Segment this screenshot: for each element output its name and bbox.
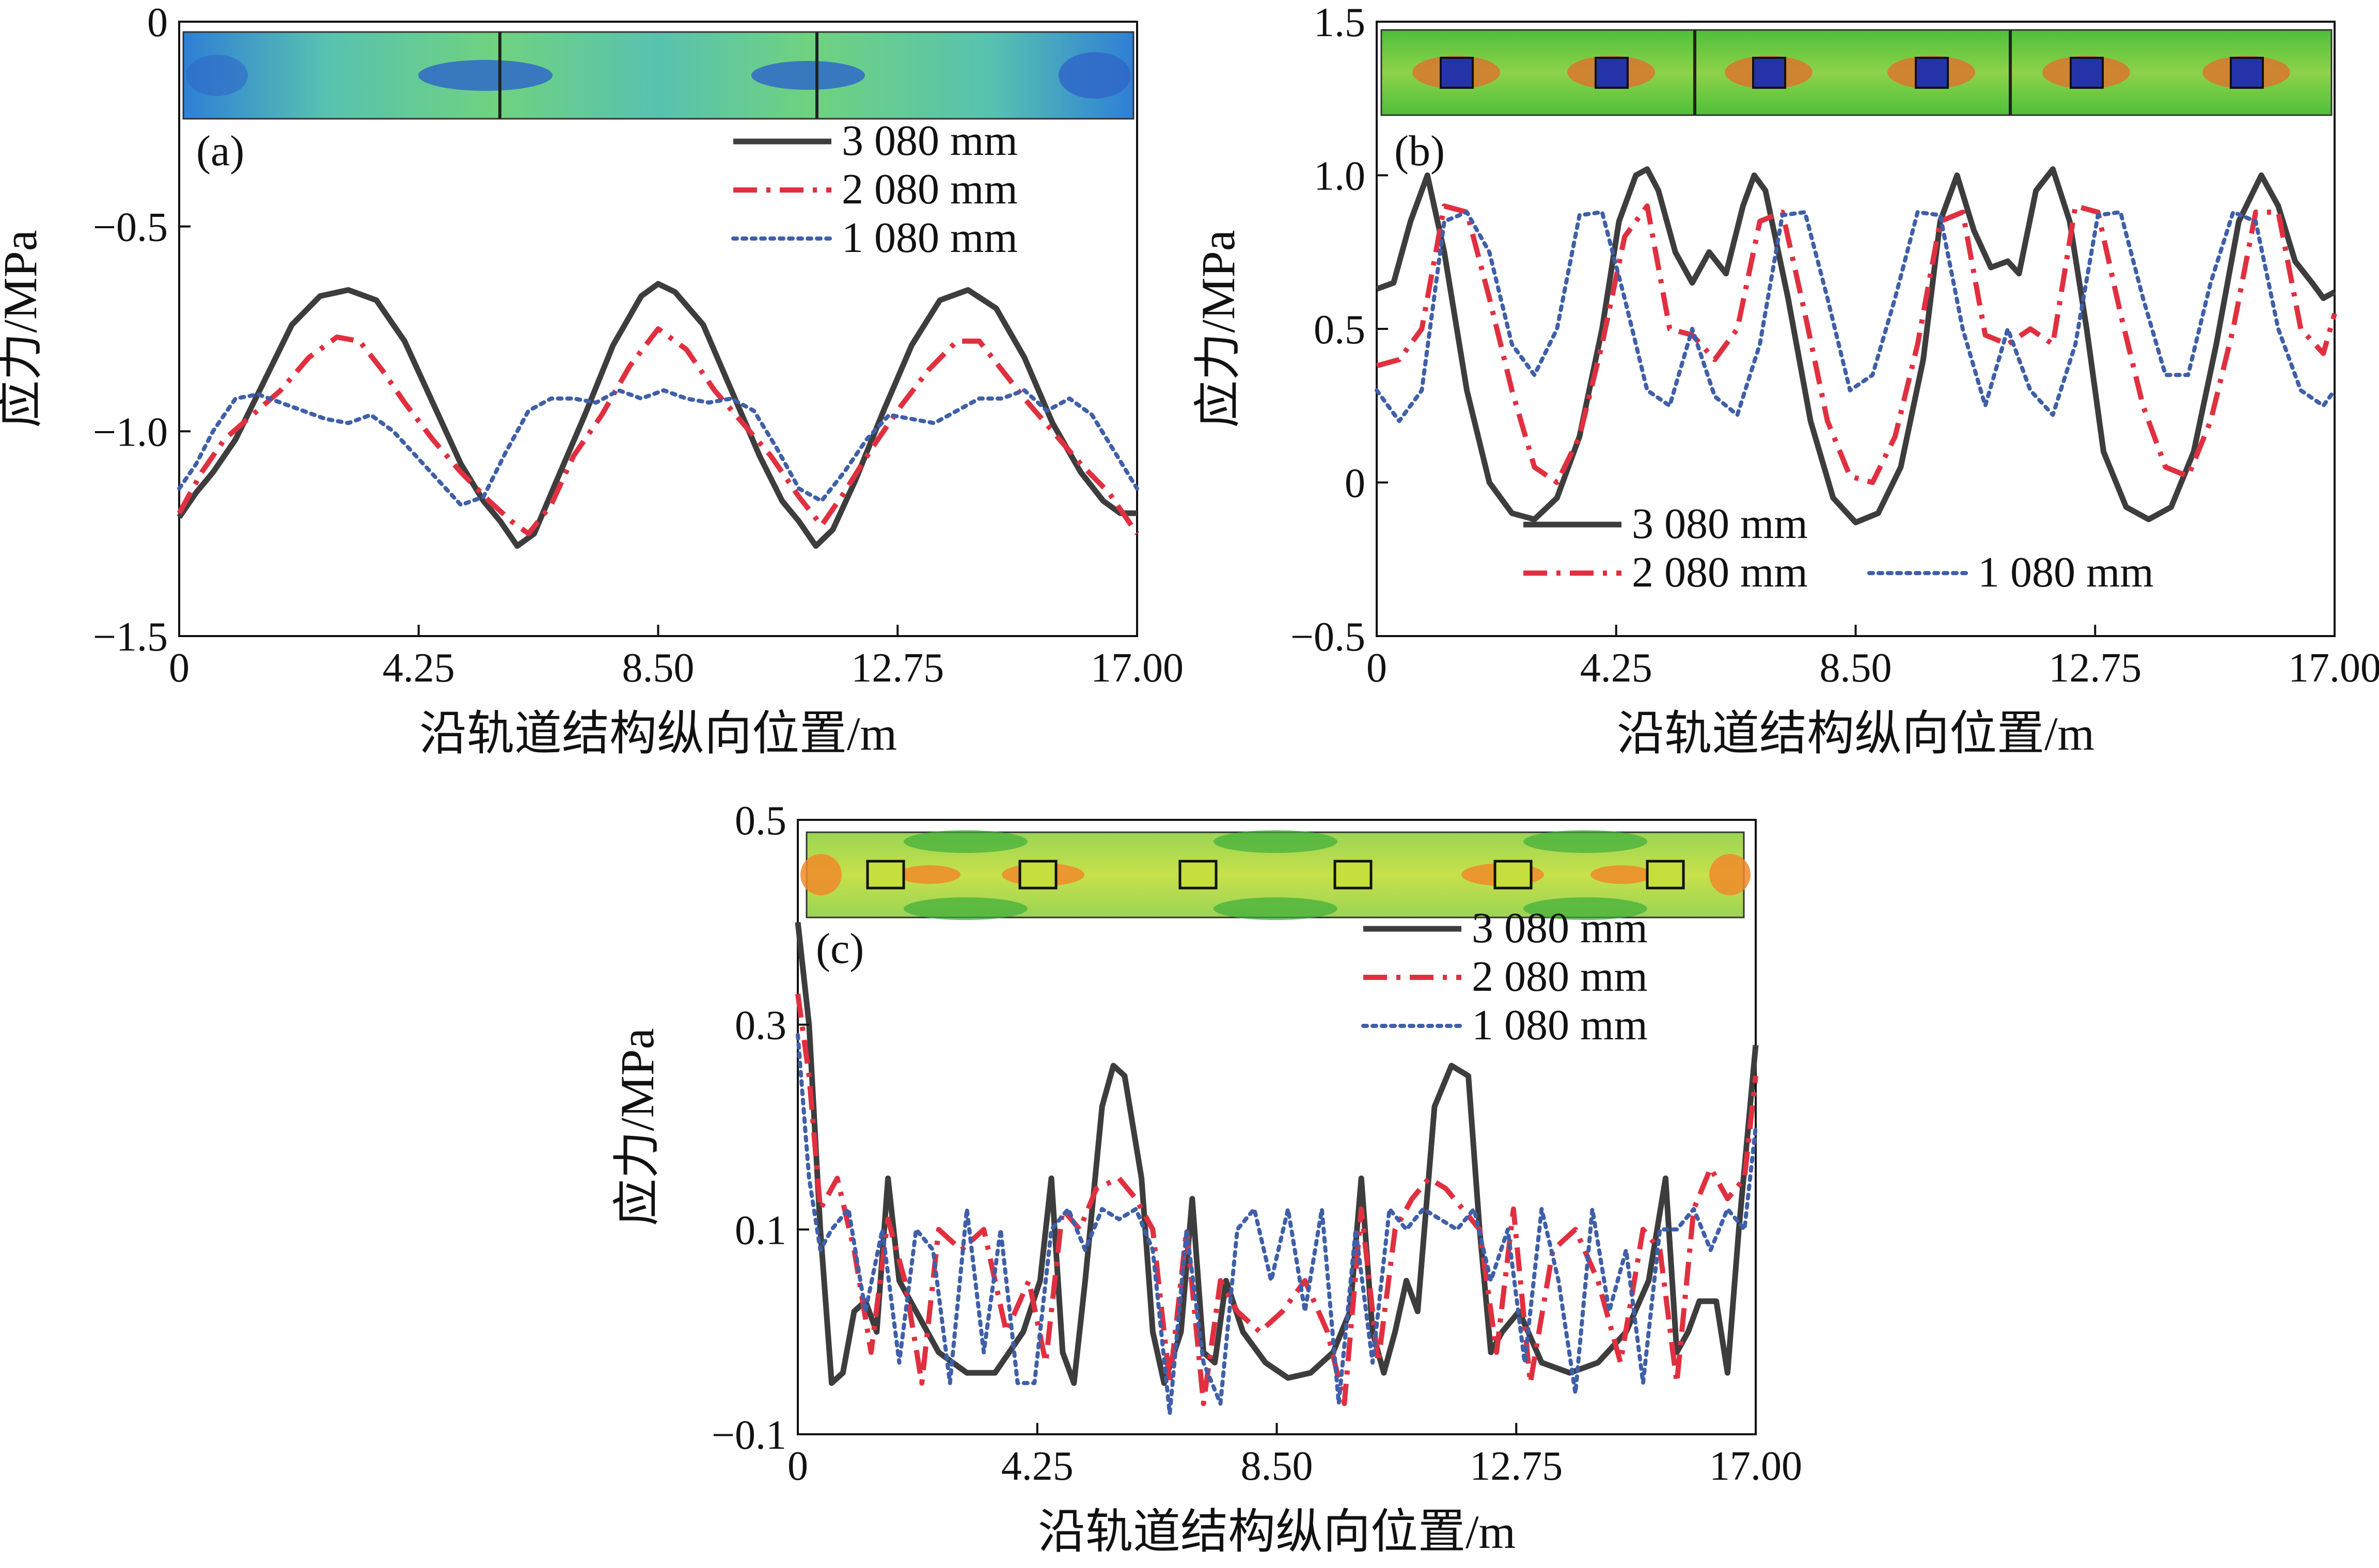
y-axis-label-b: 应力/MPa bbox=[1192, 230, 1244, 427]
y-tick-label-b-3: 0 bbox=[1345, 461, 1365, 506]
y-tick-label-b-1: 1.0 bbox=[1314, 154, 1365, 199]
legend-label-a-0: 3 080 mm bbox=[842, 117, 1018, 165]
x-tick-label-a-4: 17.00 bbox=[1091, 645, 1184, 691]
series-line-c-1 bbox=[795, 993, 1758, 1406]
contour-strip-a-icon bbox=[182, 31, 1135, 120]
x-tick-label-c-3: 12.75 bbox=[1470, 1444, 1563, 1489]
x-tick-label-a-1: 4.25 bbox=[383, 645, 455, 691]
y-tick-label-b-0: 1.5 bbox=[1314, 0, 1365, 45]
legend-label-a-1: 2 080 mm bbox=[842, 165, 1018, 213]
legend-label-c-1: 2 080 mm bbox=[1472, 953, 1648, 1001]
y-tick-label-c-3: −0.1 bbox=[712, 1413, 786, 1458]
y-tick-label-a-1: −0.5 bbox=[93, 205, 168, 250]
legend-label-c-2: 1 080 mm bbox=[1472, 1001, 1648, 1049]
panel-tag-a: (a) bbox=[196, 127, 244, 175]
y-tick-label-a-0: 0 bbox=[147, 0, 168, 45]
x-tick-label-c-1: 4.25 bbox=[1001, 1444, 1074, 1489]
y-axis-label-a: 应力/MPa bbox=[0, 230, 46, 427]
legend-label-b-2: 1 080 mm bbox=[1978, 548, 2154, 596]
y-tick-label-a-2: −1.0 bbox=[93, 409, 168, 455]
panel-b: 0 4.25 8.50 12.75 17.001.51.00.50−0.5沿轨道结构纵向… bbox=[1192, 0, 2379, 760]
legend-a: 3 080 mm2 080 mm1 080 mm bbox=[731, 117, 1018, 262]
series-line-b-0 bbox=[1376, 166, 2336, 526]
x-tick-label-b-4: 17.00 bbox=[2288, 645, 2379, 691]
series-line-a-1 bbox=[177, 326, 1140, 536]
panel-c: 0 4.25 8.50 12.75 17.00 0.5 0.3 0.1 −0.1 沿轨道结构纵向位… bbox=[611, 798, 1802, 1558]
legend-label-b-1: 2 080 mm bbox=[1632, 548, 1808, 596]
y-tick-label-c-1: 0.3 bbox=[735, 1003, 786, 1049]
x-tick-label-c-2: 8.50 bbox=[1241, 1444, 1313, 1489]
series-line-c-0 bbox=[795, 922, 1759, 1386]
x-axis-label-c: 沿轨道结构纵向位置/m bbox=[1038, 1506, 1516, 1558]
series-line-a-2 bbox=[177, 388, 1139, 508]
legend-label-a-2: 1 080 mm bbox=[842, 214, 1018, 262]
panel-a: 0 4.25 8.50 12.75 17.00 0 −0.5 −1.0 −1.5 沿轨道结构纵向位… bbox=[0, 0, 1184, 760]
x-tick-label-a-0: 0 bbox=[169, 645, 190, 691]
x-tick-label-c-0: 0 bbox=[787, 1444, 808, 1489]
series-line-b-2 bbox=[1375, 210, 2337, 423]
series-line-a-0 bbox=[177, 281, 1137, 549]
series-line-c-2 bbox=[796, 1033, 1758, 1416]
y-tick-label-b-2: 0.5 bbox=[1314, 307, 1365, 353]
y-tick-label-c-0: 0.5 bbox=[735, 798, 786, 844]
y-axis-label-c: 应力/MPa bbox=[611, 1028, 664, 1226]
y-tick-label-a-3: −1.5 bbox=[93, 614, 168, 660]
x-tick-label-c-4: 17.00 bbox=[1709, 1444, 1802, 1489]
x-tick-label-b-2: 8.50 bbox=[1820, 645, 1892, 691]
panel-tag-b: (b) bbox=[1394, 127, 1445, 175]
legend-b: 3 080 mm2 080 mm 1 080 mm bbox=[1523, 500, 2154, 596]
x-tick-label-b-0: 0 bbox=[1366, 645, 1387, 691]
contour-strip-b-icon bbox=[1380, 29, 2333, 116]
x-tick-label-a-3: 12.75 bbox=[851, 645, 944, 691]
legend-label-b-0: 3 080 mm bbox=[1632, 500, 1808, 548]
x-axis-label-b: 沿轨道结构纵向位置/m bbox=[1617, 707, 2094, 760]
series-line-b-1 bbox=[1376, 203, 2337, 485]
legend-label-c-0: 3 080 mm bbox=[1472, 904, 1648, 952]
panel-tag-c: (c) bbox=[816, 925, 864, 973]
x-tick-label-b-3: 12.75 bbox=[2049, 645, 2141, 691]
x-tick-label-a-2: 8.50 bbox=[622, 645, 695, 691]
y-tick-label-c-2: 0.1 bbox=[735, 1208, 786, 1253]
legend-c: 3 080 mm2 080 mm1 080 mm bbox=[1361, 904, 1648, 1049]
contour-strip-c-icon bbox=[800, 830, 1751, 920]
x-axis-label-a: 沿轨道结构纵向位置/m bbox=[419, 707, 897, 760]
x-tick-label-b-1: 4.25 bbox=[1580, 645, 1652, 691]
y-tick-label-b-4: −0.5 bbox=[1290, 614, 1365, 660]
